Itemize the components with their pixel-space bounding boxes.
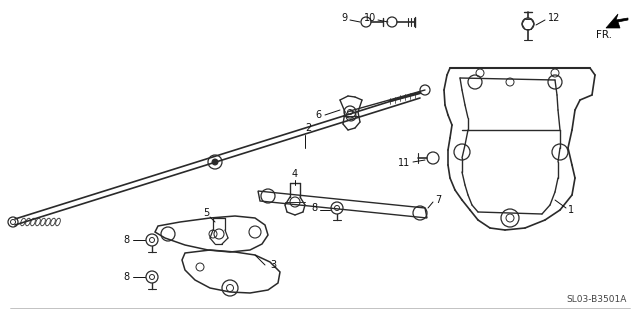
Text: 2: 2 — [305, 123, 311, 133]
Text: 10: 10 — [364, 13, 376, 23]
Text: 3: 3 — [270, 260, 276, 270]
Text: 7: 7 — [435, 195, 441, 205]
Text: 11: 11 — [397, 158, 410, 168]
Text: SL03-B3501A: SL03-B3501A — [566, 295, 627, 305]
Text: 9: 9 — [341, 13, 347, 23]
Text: 5: 5 — [203, 208, 209, 218]
Circle shape — [208, 155, 222, 169]
Circle shape — [212, 159, 218, 165]
Text: 6: 6 — [316, 110, 322, 120]
Text: FR.: FR. — [596, 30, 612, 40]
Text: 8: 8 — [312, 203, 318, 213]
Polygon shape — [606, 14, 628, 28]
Text: 4: 4 — [292, 169, 298, 179]
Text: 8: 8 — [124, 272, 130, 282]
Text: 8: 8 — [124, 235, 130, 245]
Text: 1: 1 — [568, 205, 574, 215]
Text: 12: 12 — [548, 13, 561, 23]
